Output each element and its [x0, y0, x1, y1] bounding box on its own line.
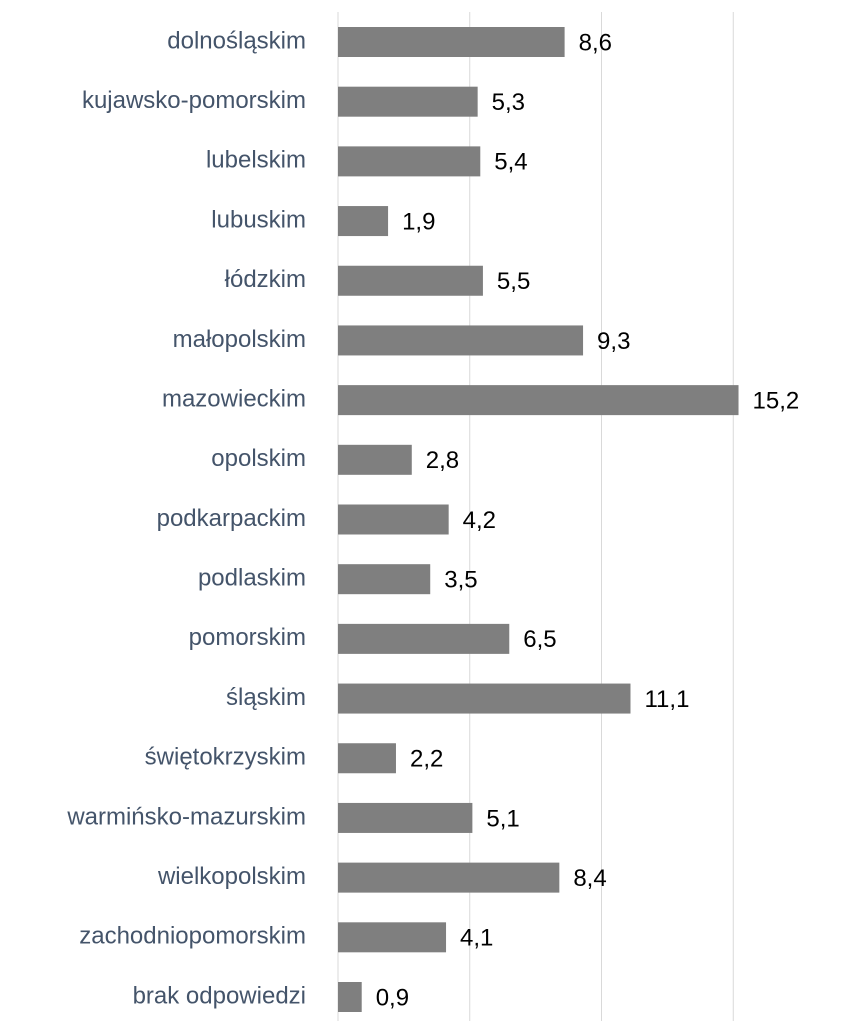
data-label: 5,5 — [497, 268, 530, 295]
data-label: 15,2 — [753, 387, 800, 414]
bar — [338, 206, 389, 237]
y-tick-label: świętokrzyskim — [145, 744, 306, 771]
bar — [338, 802, 473, 833]
y-tick-label: wielkopolskim — [157, 863, 306, 890]
data-label: 4,2 — [463, 507, 496, 534]
data-label: 6,5 — [523, 626, 556, 653]
data-label: 1,9 — [402, 208, 435, 235]
y-tick-label: pomorskim — [189, 624, 306, 651]
bar — [338, 982, 362, 1012]
data-label: 8,4 — [573, 865, 606, 892]
y-tick-label: śląskim — [226, 684, 306, 711]
y-tick-label: podlaskim — [198, 565, 306, 592]
y-tick-label: małopolskim — [173, 326, 306, 353]
bar — [338, 922, 447, 953]
y-tick-label: warmińsko-mazurskim — [66, 803, 306, 830]
bar — [338, 385, 739, 416]
bar — [338, 743, 396, 774]
y-tick-label: lubuskim — [211, 206, 306, 233]
bar — [338, 27, 565, 57]
bar — [338, 683, 631, 714]
y-tick-label: zachodniopomorskim — [79, 923, 306, 950]
data-label: 5,1 — [486, 805, 519, 832]
y-tick-label: łódzkim — [225, 266, 306, 293]
data-label: 5,3 — [492, 89, 525, 116]
bar — [338, 623, 510, 654]
data-label: 9,3 — [597, 328, 630, 355]
data-label: 8,6 — [579, 29, 612, 56]
y-tick-label: opolskim — [211, 445, 306, 472]
data-label: 3,5 — [444, 567, 477, 594]
data-label: 5,4 — [494, 149, 527, 176]
bar — [338, 265, 483, 296]
data-label: 2,8 — [426, 447, 459, 474]
bar — [338, 325, 584, 356]
bar — [338, 86, 478, 117]
data-label: 2,2 — [410, 746, 443, 773]
data-label: 4,1 — [460, 925, 493, 952]
bar — [338, 444, 412, 475]
y-tick-label: mazowieckim — [162, 385, 306, 412]
bar — [338, 862, 560, 893]
y-tick-label: brak odpowiedzi — [133, 982, 306, 1009]
bar — [338, 504, 449, 535]
y-tick-label: dolnośląskim — [167, 27, 306, 54]
data-label: 11,1 — [644, 686, 689, 713]
y-tick-label: lubelskim — [206, 147, 306, 174]
data-label: 0,9 — [376, 984, 409, 1011]
bar — [338, 146, 481, 177]
y-tick-label: podkarpackim — [157, 505, 306, 532]
bar — [338, 564, 431, 595]
y-tick-label: kujawsko-pomorskim — [82, 87, 306, 114]
